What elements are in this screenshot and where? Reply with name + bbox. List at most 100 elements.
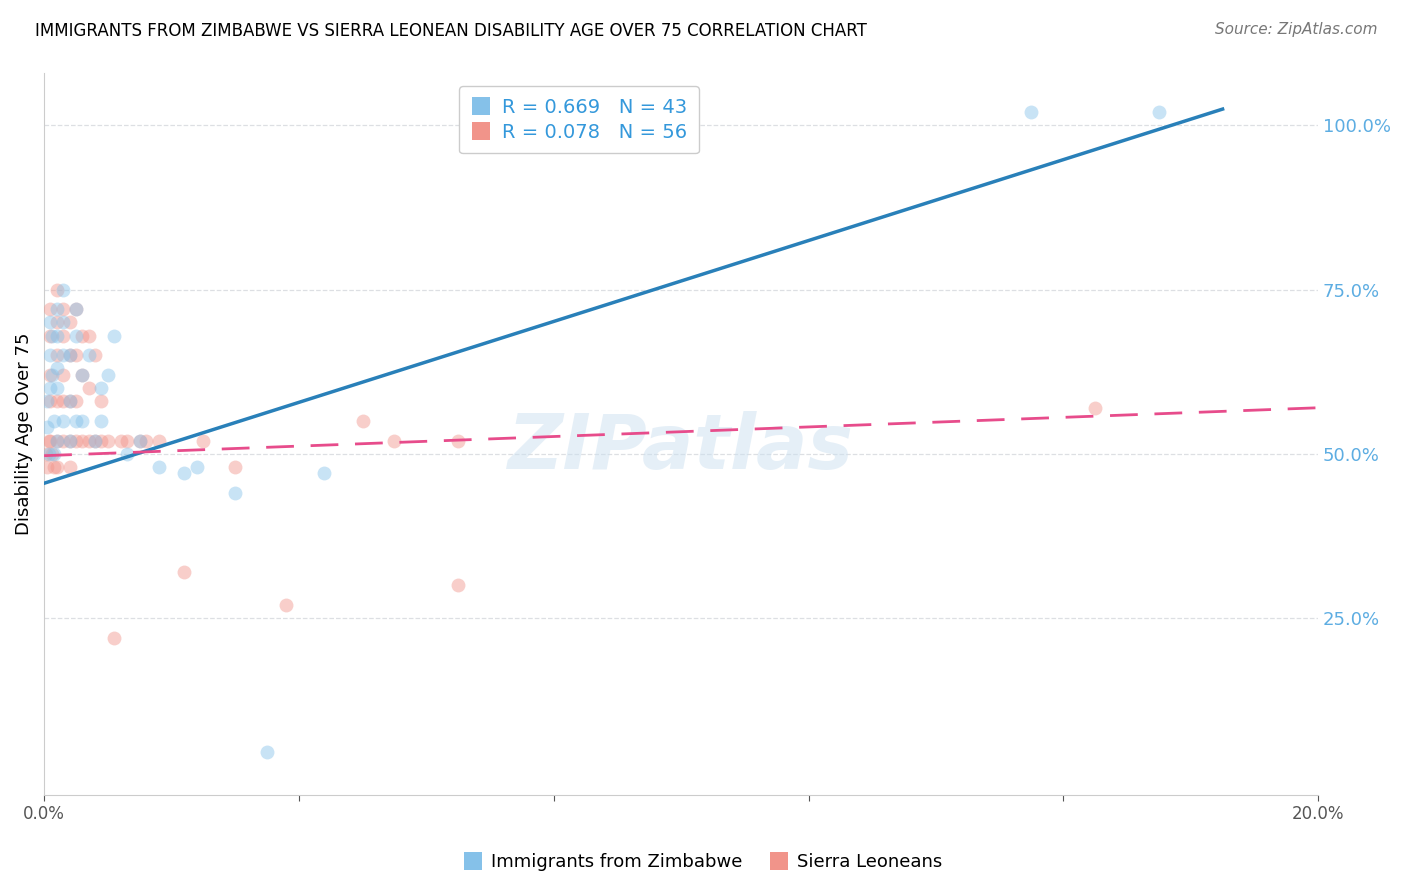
Point <box>41 447 63 461</box>
Point <box>39 315 62 329</box>
Point <box>65 434 87 448</box>
Point <box>45 328 67 343</box>
Point <box>58 348 80 362</box>
Point <box>72 368 94 382</box>
Point <box>115 447 138 461</box>
Point <box>45 283 67 297</box>
Point <box>41 368 63 382</box>
Point <box>72 368 94 382</box>
Point <box>135 434 157 448</box>
Point <box>37 394 59 409</box>
Point <box>65 348 87 362</box>
Point <box>90 381 112 395</box>
Point <box>110 434 132 448</box>
Point <box>103 328 125 343</box>
Point <box>39 381 62 395</box>
Point <box>186 459 208 474</box>
Point <box>45 348 67 362</box>
Point <box>65 414 87 428</box>
Point <box>58 315 80 329</box>
Point <box>65 302 87 317</box>
Point <box>77 434 100 448</box>
Point <box>58 434 80 448</box>
Point <box>42 459 65 474</box>
Point <box>42 447 65 461</box>
Point <box>39 394 62 409</box>
Point <box>84 434 107 448</box>
Point <box>52 348 75 362</box>
Point <box>128 434 150 448</box>
Point <box>128 434 150 448</box>
Point <box>39 328 62 343</box>
Point <box>39 302 62 317</box>
Point <box>45 315 67 329</box>
Point <box>41 328 63 343</box>
Point <box>72 414 94 428</box>
Point <box>38 434 60 448</box>
Point <box>84 434 107 448</box>
Point <box>58 394 80 409</box>
Point <box>1021 105 1043 120</box>
Text: Source: ZipAtlas.com: Source: ZipAtlas.com <box>1215 22 1378 37</box>
Point <box>58 434 80 448</box>
Point <box>148 434 170 448</box>
Y-axis label: Disability Age Over 75: Disability Age Over 75 <box>15 333 32 535</box>
Point <box>42 414 65 428</box>
Point <box>52 283 75 297</box>
Point <box>447 578 470 592</box>
Point <box>52 394 75 409</box>
Point <box>37 420 59 434</box>
Point <box>58 348 80 362</box>
Point <box>52 368 75 382</box>
Point <box>45 434 67 448</box>
Point <box>173 565 195 579</box>
Point <box>90 414 112 428</box>
Point <box>52 414 75 428</box>
Point <box>256 745 278 759</box>
Point <box>77 381 100 395</box>
Point <box>84 348 107 362</box>
Point <box>45 394 67 409</box>
Point <box>148 459 170 474</box>
Point <box>276 598 298 612</box>
Point <box>58 394 80 409</box>
Point <box>97 434 120 448</box>
Point <box>52 302 75 317</box>
Point <box>447 434 470 448</box>
Point <box>384 434 406 448</box>
Point <box>39 368 62 382</box>
Text: ZIPatlas: ZIPatlas <box>508 411 853 485</box>
Legend: Immigrants from Zimbabwe, Sierra Leoneans: Immigrants from Zimbabwe, Sierra Leonean… <box>457 847 949 879</box>
Point <box>52 315 75 329</box>
Point <box>1084 401 1107 415</box>
Text: IMMIGRANTS FROM ZIMBABWE VS SIERRA LEONEAN DISABILITY AGE OVER 75 CORRELATION CH: IMMIGRANTS FROM ZIMBABWE VS SIERRA LEONE… <box>35 22 868 40</box>
Point <box>72 328 94 343</box>
Legend: R = 0.669   N = 43, R = 0.078   N = 56: R = 0.669 N = 43, R = 0.078 N = 56 <box>460 87 699 153</box>
Point <box>72 434 94 448</box>
Point <box>224 486 246 500</box>
Point <box>65 328 87 343</box>
Point <box>52 434 75 448</box>
Point <box>77 348 100 362</box>
Point <box>35 447 58 461</box>
Point <box>224 459 246 474</box>
Point <box>65 394 87 409</box>
Point <box>1147 105 1170 120</box>
Point <box>314 467 336 481</box>
Point <box>45 434 67 448</box>
Point <box>77 328 100 343</box>
Point <box>103 631 125 645</box>
Point <box>38 447 60 461</box>
Point <box>45 302 67 317</box>
Point <box>97 368 120 382</box>
Point <box>39 348 62 362</box>
Point <box>193 434 215 448</box>
Point <box>45 459 67 474</box>
Point <box>173 467 195 481</box>
Point <box>352 414 374 428</box>
Point <box>90 434 112 448</box>
Point <box>45 361 67 376</box>
Point <box>115 434 138 448</box>
Point <box>39 434 62 448</box>
Point <box>65 302 87 317</box>
